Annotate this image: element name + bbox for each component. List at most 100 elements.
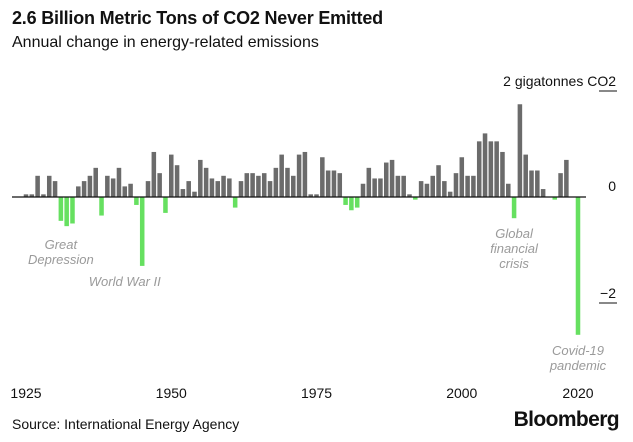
bar-1960 [227, 178, 232, 197]
bar-1989 [395, 175, 401, 197]
bar-1965 [256, 175, 261, 197]
bar-1964 [250, 173, 255, 197]
bar-1934 [76, 186, 81, 197]
bar-1938 [99, 197, 104, 216]
bar-1935 [81, 181, 87, 197]
annotation-line: crisis [499, 256, 529, 271]
bar-1983 [360, 183, 366, 197]
bar-2000 [459, 157, 465, 197]
bar-1976 [320, 157, 325, 197]
bar-1998 [447, 191, 453, 197]
bar-1985 [372, 178, 377, 197]
y-tick-label-2: 2 gigatonnes CO2 [503, 73, 616, 89]
bar-1972 [296, 154, 302, 197]
bar-1939 [105, 175, 110, 197]
y-axis: 2 gigatonnes CO2 0 −2 [503, 73, 617, 304]
bar-1967 [267, 181, 273, 197]
bar-1987 [383, 162, 389, 197]
x-tick-label-1950: 1950 [156, 385, 187, 401]
bar-2001 [465, 175, 470, 197]
bar-2020 [575, 197, 581, 335]
annotation-line: Covid-19 [552, 343, 604, 358]
annotation-3: Covid-19 pandemic [549, 343, 607, 373]
x-tick-label-2020: 2020 [562, 385, 593, 401]
x-axis: 1925 1950 1975 2000 2020 [10, 385, 593, 401]
source-note: Source: International Energy Agency [12, 416, 240, 432]
bar-1940 [110, 178, 116, 197]
bar-1999 [453, 173, 459, 197]
y-tick-label-0: 0 [608, 178, 616, 194]
bar-1975 [314, 194, 319, 197]
bar-1955 [198, 159, 203, 197]
bar-2004 [482, 133, 488, 197]
bar-1932 [64, 197, 69, 227]
bar-1945 [139, 197, 145, 266]
bar-2005 [488, 141, 494, 197]
bar-2003 [476, 141, 482, 197]
bar-1931 [58, 197, 64, 221]
bar-1990 [401, 175, 406, 197]
bloomberg-logo: Bloomberg [513, 408, 620, 431]
bar-1933 [70, 197, 75, 224]
bar-1928 [41, 194, 46, 197]
bar-1978 [331, 170, 337, 197]
bar-1953 [186, 181, 191, 197]
bar-2016 [552, 197, 558, 200]
bar-1982 [354, 197, 360, 208]
bar-1996 [436, 165, 441, 197]
bar-1942 [122, 186, 128, 197]
x-tick-label-2000: 2000 [446, 385, 477, 401]
bars-group [23, 104, 581, 335]
annotation-line: Global [495, 226, 534, 241]
bar-1984 [366, 167, 372, 197]
bar-2008 [506, 183, 511, 197]
bar-1980 [343, 197, 348, 205]
annotations: Great Depression World War II Global financi… [28, 226, 607, 373]
bar-1936 [87, 175, 93, 197]
bar-2013 [535, 170, 540, 197]
chart-subtitle: Annual change in energy-related emission… [12, 34, 319, 51]
annotation-line: World War II [89, 274, 161, 289]
bar-1956 [203, 167, 209, 197]
bar-2017 [558, 173, 563, 197]
bar-1952 [180, 189, 186, 197]
annotation-1: World War II [89, 274, 161, 289]
annotation-2: Global financial crisis [490, 226, 539, 271]
bar-1949 [163, 197, 168, 213]
bar-1926 [29, 194, 35, 197]
bar-1930 [52, 181, 58, 197]
bar-1977 [325, 170, 331, 197]
bar-1986 [378, 178, 383, 197]
chart-title: 2.6 Billion Metric Tons of CO2 Never Emi… [12, 8, 383, 28]
bar-1927 [35, 175, 40, 197]
bar-1966 [261, 173, 267, 197]
bar-1937 [93, 167, 98, 197]
bar-2006 [494, 141, 499, 197]
bar-1959 [221, 175, 226, 197]
bar-chart: 2 gigatonnes CO2 0 −2 1925 1950 1975 2000 2020… [10, 73, 617, 401]
bar-1971 [291, 175, 296, 197]
bar-1961 [232, 197, 238, 208]
bar-2018 [564, 159, 569, 197]
bar-1970 [285, 167, 290, 197]
bar-1968 [273, 167, 279, 197]
bar-2011 [523, 154, 528, 197]
bar-1988 [389, 159, 395, 197]
bar-1944 [134, 197, 139, 205]
annotation-line: financial [490, 241, 539, 256]
bar-1992 [413, 197, 418, 200]
y-tick-label-neg2: −2 [600, 285, 616, 301]
bar-1993 [418, 181, 424, 197]
annotation-line: Depression [28, 252, 94, 267]
annotation-0: Great Depression [28, 237, 94, 267]
bar-1963 [244, 173, 250, 197]
bar-1958 [215, 181, 221, 197]
bar-1951 [174, 165, 180, 197]
bar-2014 [540, 189, 546, 197]
bar-2007 [500, 151, 505, 197]
bar-1997 [442, 181, 447, 197]
bar-1950 [169, 154, 174, 197]
bar-2010 [517, 104, 523, 197]
bar-1946 [145, 181, 151, 197]
bar-2009 [511, 197, 517, 219]
